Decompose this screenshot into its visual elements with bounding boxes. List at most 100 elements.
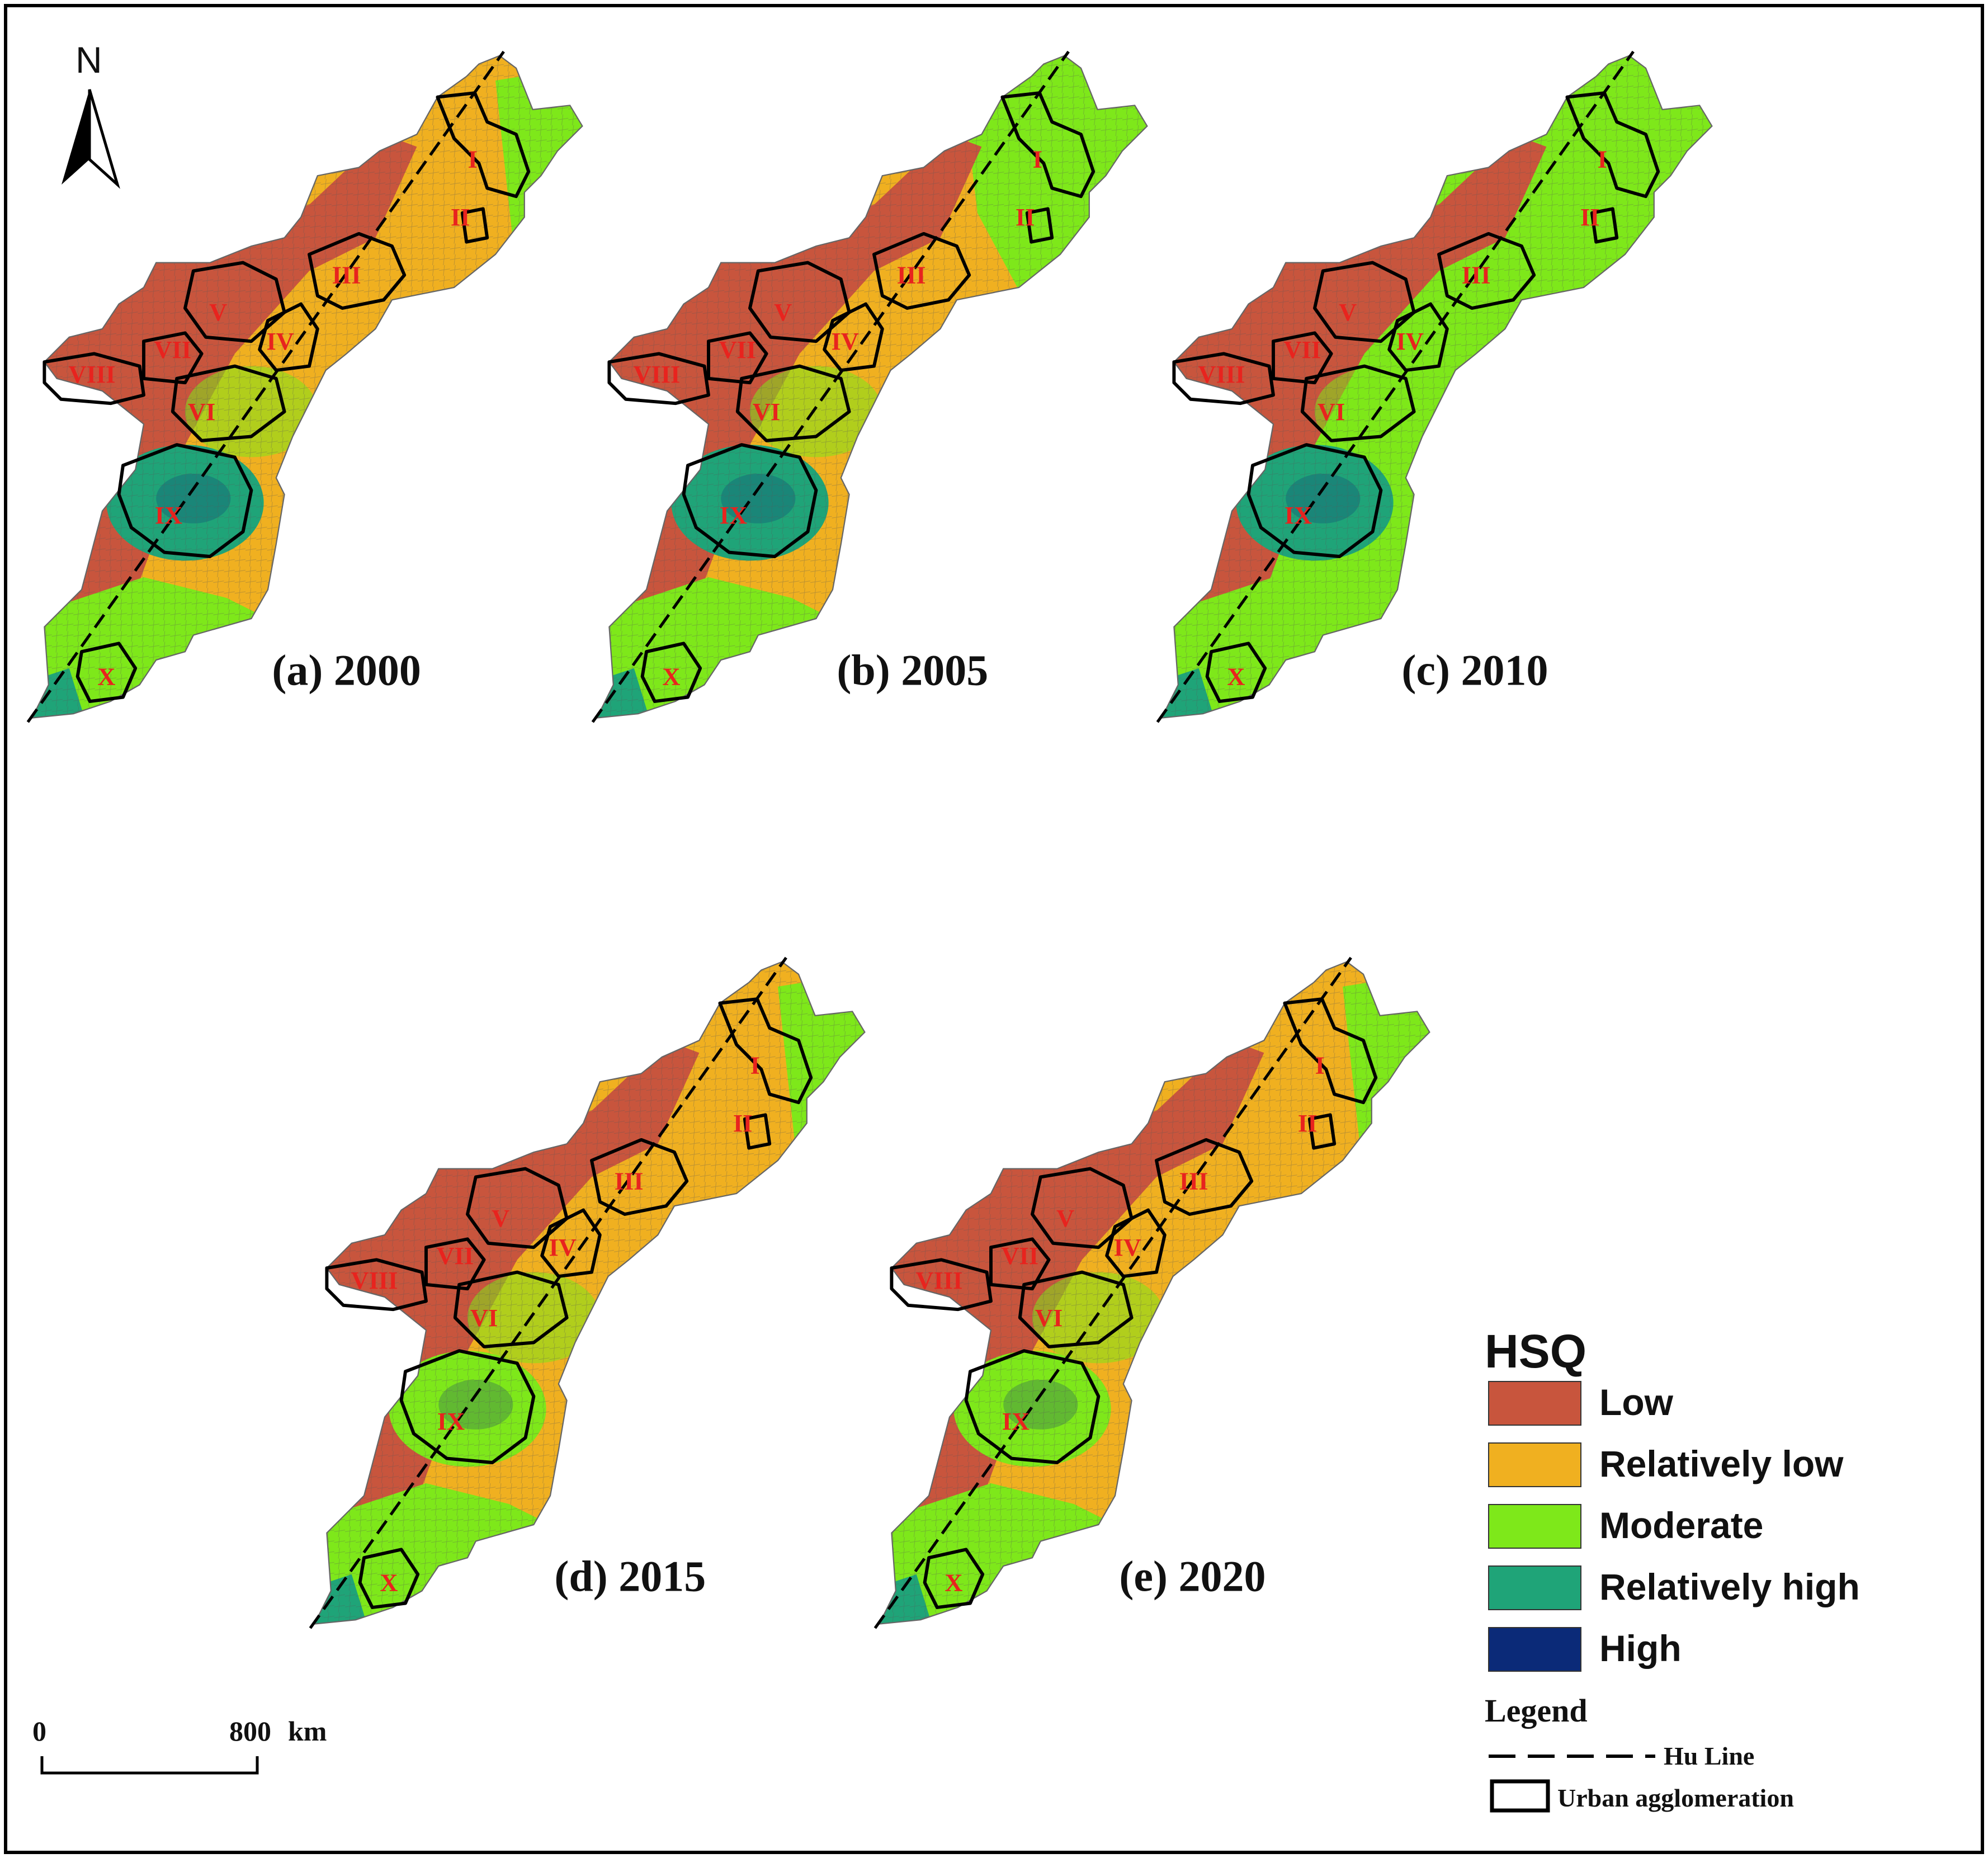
region-label-IV: IV — [832, 327, 859, 355]
legend-swatch-5 — [1488, 1627, 1581, 1672]
region-label-III: III — [615, 1167, 644, 1195]
panel-caption-1: (a) 2000 — [272, 645, 421, 694]
region-label-I: I — [750, 1051, 760, 1079]
urban-agglomeration-VIII — [890, 1258, 993, 1312]
urban-agglomeration-IV — [1387, 302, 1449, 372]
legend-swatch-4 — [1488, 1565, 1581, 1610]
region-label-VIII: VIII — [634, 360, 681, 388]
region-label-III: III — [1462, 261, 1491, 289]
region-label-I: I — [1315, 1051, 1325, 1079]
region-label-VIII: VIII — [351, 1266, 398, 1294]
urban-agglomeration-X — [923, 1548, 985, 1609]
hsq-surface — [1161, 55, 1712, 718]
urban-agglomeration-symbol — [1490, 1779, 1550, 1813]
urban-agglomeration-label: Urban agglomeration — [1557, 1784, 1794, 1812]
urban-agglomeration-VII — [707, 331, 768, 385]
scale-end: 800 — [229, 1715, 271, 1747]
region-label-V: V — [492, 1204, 509, 1232]
region-label-I: I — [1033, 145, 1042, 173]
hu-line — [591, 50, 1070, 723]
urban-agglomeration-V — [183, 261, 286, 343]
region-label-IV: IV — [1396, 327, 1424, 355]
hu-line — [26, 50, 505, 723]
urban-agglomeration-VI — [735, 364, 851, 442]
urban-agglomeration-V — [1313, 261, 1416, 343]
region-label-VI: VI — [188, 398, 215, 426]
north-arrow-icon — [62, 89, 120, 189]
figure-frame — [4, 4, 1984, 1854]
urban-agglomeration-IV — [1105, 1208, 1167, 1278]
region-label-VIII: VIII — [916, 1266, 963, 1294]
scale-start: 0 — [32, 1715, 46, 1747]
hu-line — [1156, 50, 1635, 723]
region-label-VII: VII — [1001, 1242, 1038, 1270]
region-label-X: X — [380, 1568, 398, 1596]
urban-agglomeration-IX — [1246, 443, 1383, 558]
urban-agglomeration-II — [1025, 207, 1054, 244]
region-label-X: X — [945, 1568, 962, 1596]
legend-swatch-3 — [1488, 1504, 1581, 1549]
urban-agglomeration-VII — [1272, 331, 1333, 385]
region-label-X: X — [662, 662, 680, 690]
legend-subtitle: Legend — [1485, 1692, 1588, 1729]
urban-agglomeration-VII — [142, 331, 204, 385]
legend-swatch-2 — [1488, 1442, 1581, 1487]
urban-agglomeration-III — [872, 232, 971, 310]
region-label-X: X — [1227, 662, 1245, 690]
urban-agglomeration-IX — [399, 1349, 536, 1464]
hu-line — [873, 956, 1352, 1629]
urban-agglomeration-VI — [453, 1270, 569, 1348]
urban-agglomeration-I — [1565, 91, 1660, 199]
urban-agglomeration-VIII — [325, 1258, 428, 1312]
region-label-VII: VII — [1283, 336, 1321, 364]
region-label-VI: VI — [1318, 398, 1345, 426]
urban-agglomeration-VIII — [1172, 352, 1275, 405]
panel-caption-3: (c) 2010 — [1401, 645, 1548, 694]
region-label-VII: VII — [154, 336, 191, 364]
hsq-surface — [314, 961, 865, 1624]
north-arrow: N — [62, 39, 120, 189]
urban-agglomeration-III — [1155, 1138, 1254, 1216]
region-label-V: V — [774, 298, 792, 326]
legend-label-1: Low — [1599, 1381, 1674, 1423]
urban-agglomeration-V — [1031, 1167, 1134, 1249]
region-label-II: II — [733, 1109, 753, 1137]
legend-title: HSQ — [1485, 1325, 1586, 1378]
urban-agglomeration-X — [358, 1548, 420, 1609]
region-label-VI: VI — [470, 1304, 498, 1332]
urban-agglomeration-V — [466, 1167, 569, 1249]
legend-label-5: High — [1599, 1628, 1682, 1669]
hu-line — [309, 956, 787, 1629]
urban-agglomeration-VI — [1300, 364, 1416, 442]
region-label-IX: IX — [155, 501, 182, 529]
panel-caption-5: (e) 2020 — [1119, 1552, 1265, 1600]
region-label-IV: IV — [267, 327, 294, 355]
legend-label-4: Relatively high — [1599, 1566, 1860, 1607]
urban-agglomeration-I — [1283, 997, 1378, 1105]
urban-agglomeration-II — [743, 1113, 772, 1150]
legend-classes: Low Relatively low Moderate Relatively high… — [1488, 1381, 1860, 1672]
region-label-II: II — [1298, 1109, 1318, 1137]
urban-agglomeration-VIII — [607, 352, 710, 405]
urban-agglomeration-I — [436, 91, 531, 199]
urban-agglomeration-VI — [171, 364, 286, 442]
region-label-VIII: VIII — [1198, 360, 1245, 388]
legend-swatch-1 — [1488, 1381, 1581, 1426]
legend-label-3: Moderate — [1599, 1505, 1763, 1546]
urban-agglomeration-II — [460, 207, 489, 244]
urban-agglomeration-V — [748, 261, 851, 343]
region-label-II: II — [1016, 203, 1035, 231]
region-label-V: V — [209, 298, 227, 326]
legend: HSQ Low Relatively low Moderate Relatively … — [1485, 1325, 1860, 1813]
urban-agglomeration-III — [308, 232, 407, 310]
region-label-V: V — [1339, 298, 1357, 326]
region-label-VII: VII — [719, 336, 756, 364]
region-label-IX: IX — [1002, 1407, 1030, 1435]
legend-label-2: Relatively low — [1599, 1443, 1844, 1484]
region-label-III: III — [897, 261, 926, 289]
urban-agglomeration-X — [640, 642, 702, 703]
